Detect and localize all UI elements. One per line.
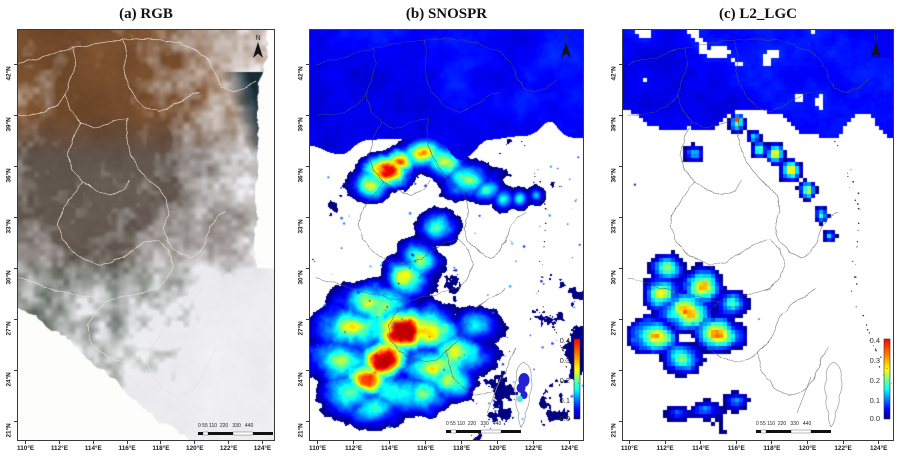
svg-text:0.0: 0.0 (870, 414, 880, 421)
svg-text:0.0: 0.0 (560, 414, 570, 421)
